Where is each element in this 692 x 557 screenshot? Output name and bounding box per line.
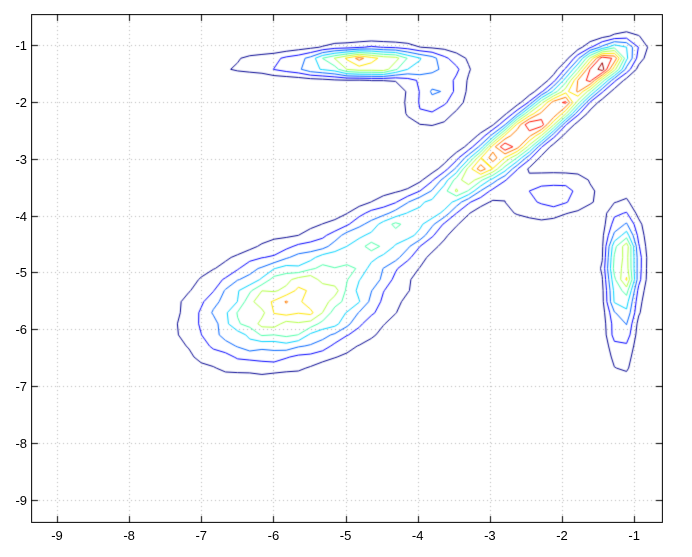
x-tick-label: -5: [339, 528, 352, 543]
y-tick-label: -2: [15, 94, 27, 110]
y-tick-label: -6: [15, 322, 27, 338]
contour-canvas: [31, 14, 663, 523]
x-tick-label: -6: [267, 528, 280, 543]
y-tick-label: -7: [15, 379, 27, 395]
x-tick-label: -1: [628, 528, 640, 543]
y-tick-label: -1: [15, 37, 27, 53]
plot-area: [31, 14, 663, 523]
x-tick-label: -9: [51, 528, 63, 543]
y-tick-label: -5: [15, 265, 27, 281]
x-tick-label: -4: [411, 528, 424, 543]
y-tick-label: -9: [15, 493, 27, 509]
x-tick-label: -8: [123, 528, 135, 543]
x-tick-label: -2: [556, 528, 568, 543]
y-tick-label: -3: [15, 151, 27, 167]
x-tick-label: -7: [195, 528, 208, 543]
x-tick-label: -3: [484, 528, 496, 543]
y-tick-label: -8: [15, 436, 27, 452]
y-tick-label: -4: [15, 208, 27, 224]
